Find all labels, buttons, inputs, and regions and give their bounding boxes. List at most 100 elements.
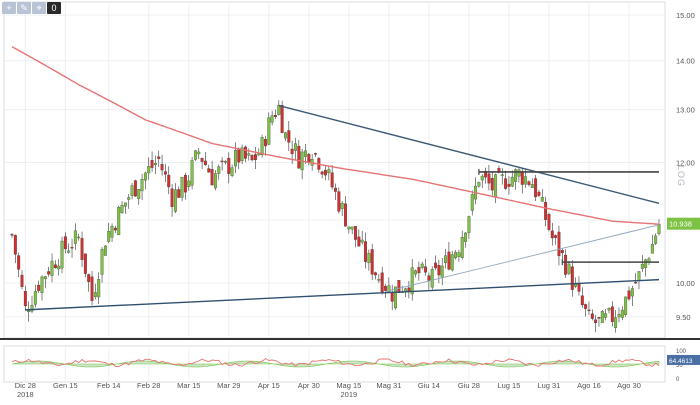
candle-body bbox=[304, 150, 307, 157]
candle-body bbox=[494, 174, 498, 197]
candle-body bbox=[634, 282, 638, 284]
candle-body bbox=[580, 295, 584, 306]
candle-body bbox=[247, 153, 251, 156]
candle-body bbox=[20, 274, 24, 287]
x-tick-label: Dic 28 bbox=[15, 381, 36, 390]
oscillator-area bbox=[11, 360, 660, 368]
x-tick-label: Apr 30 bbox=[298, 381, 320, 390]
candle-body bbox=[567, 263, 571, 274]
candle-body bbox=[250, 154, 254, 161]
candle-body bbox=[327, 169, 331, 174]
candle-body bbox=[33, 291, 37, 305]
candle-body bbox=[280, 105, 284, 133]
candle-body bbox=[597, 317, 601, 319]
candle-body bbox=[210, 169, 214, 186]
candle-body bbox=[594, 319, 598, 324]
candle-body bbox=[514, 169, 518, 182]
candle-body bbox=[397, 280, 401, 293]
candle-body bbox=[173, 189, 177, 212]
candle-body bbox=[467, 216, 471, 233]
x-tick-label: Mar 29 bbox=[217, 381, 240, 390]
candle-body bbox=[574, 283, 578, 287]
candle-body bbox=[267, 117, 271, 145]
cursor-icon[interactable]: ⌖ bbox=[32, 2, 46, 14]
candle-body bbox=[170, 188, 174, 207]
candle-body bbox=[53, 264, 57, 269]
candle-body bbox=[434, 262, 438, 269]
candle-body bbox=[447, 251, 451, 270]
candle-body bbox=[524, 176, 528, 185]
candle-body bbox=[577, 283, 581, 292]
candle-body bbox=[424, 266, 427, 273]
candle-body bbox=[330, 172, 334, 188]
candle-body bbox=[260, 137, 264, 155]
candle-body bbox=[364, 241, 367, 262]
last-price-value: 10.938 bbox=[669, 220, 692, 229]
candle-body bbox=[163, 171, 167, 175]
candle-body bbox=[213, 173, 217, 189]
rising-support-trendline bbox=[25, 278, 660, 311]
candle-body bbox=[340, 202, 344, 209]
candle-body bbox=[480, 175, 484, 181]
candle-body bbox=[547, 214, 551, 230]
candle-body bbox=[244, 146, 247, 159]
x-tick-label: Giu 14 bbox=[418, 381, 440, 390]
zero-icon[interactable]: 0 bbox=[47, 2, 61, 14]
candle-body bbox=[203, 160, 207, 166]
x-tick-label: Lug 31 bbox=[537, 381, 560, 390]
candle-body bbox=[437, 265, 441, 276]
x-year-label: 2019 bbox=[340, 390, 357, 399]
candle-body bbox=[454, 252, 458, 259]
crosshair-icon[interactable]: + bbox=[2, 2, 16, 14]
candle-body bbox=[177, 189, 181, 198]
candle-body bbox=[644, 259, 648, 268]
candle-body bbox=[227, 157, 231, 174]
candle-body bbox=[630, 288, 634, 297]
falling-resistance-trendline bbox=[278, 104, 660, 205]
candle-body bbox=[284, 132, 287, 139]
candle-body bbox=[600, 311, 604, 323]
candle-body bbox=[490, 178, 494, 191]
candle-body bbox=[560, 250, 564, 254]
candle-body bbox=[374, 272, 377, 276]
candle-body bbox=[477, 182, 481, 187]
y-tick-label: 14.00 bbox=[676, 57, 695, 66]
candle-body bbox=[430, 269, 434, 288]
candle-body bbox=[534, 178, 538, 198]
candle-body bbox=[10, 234, 14, 236]
candle-body bbox=[420, 263, 424, 268]
x-tick-label: Ago 16 bbox=[577, 381, 601, 390]
rising-line-trendline bbox=[385, 224, 660, 293]
candle-body bbox=[264, 139, 267, 147]
candle-body bbox=[43, 276, 47, 280]
candle-body bbox=[37, 284, 41, 291]
x-tick-label: Mar 15 bbox=[177, 381, 200, 390]
candle-body bbox=[143, 172, 147, 181]
pencil-icon[interactable]: ✎ bbox=[17, 2, 31, 14]
candle-body bbox=[377, 278, 381, 281]
candle-body bbox=[614, 317, 618, 328]
candle-body bbox=[570, 266, 574, 290]
oscillator-tick-label: 100 bbox=[676, 349, 687, 355]
candle-body bbox=[324, 169, 327, 176]
candle-body bbox=[624, 296, 628, 315]
candle-body bbox=[207, 168, 211, 173]
candle-body bbox=[360, 239, 364, 243]
candle-body bbox=[427, 275, 431, 281]
candle-body bbox=[107, 231, 111, 242]
log-scale-label[interactable]: LOG bbox=[676, 165, 686, 188]
candle-body bbox=[654, 235, 658, 244]
candle-body bbox=[230, 167, 234, 176]
candle-body bbox=[647, 258, 651, 262]
candle-body bbox=[657, 224, 661, 234]
candle-body bbox=[80, 238, 84, 260]
candle-body bbox=[160, 164, 164, 171]
candle-body bbox=[130, 185, 134, 196]
candle-body bbox=[120, 205, 124, 213]
candle-body bbox=[470, 194, 474, 211]
x-tick-label: Giu 28 bbox=[458, 381, 480, 390]
candle-body bbox=[464, 232, 468, 242]
candle-body bbox=[30, 304, 34, 312]
